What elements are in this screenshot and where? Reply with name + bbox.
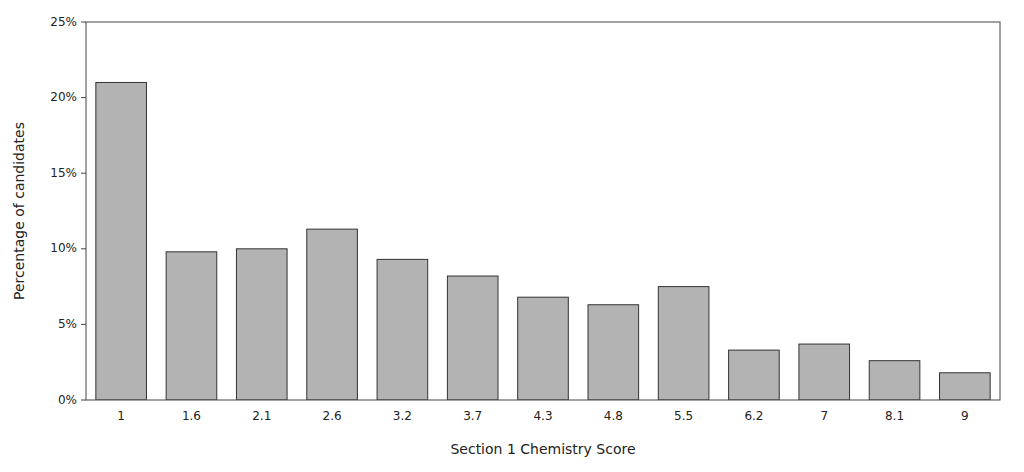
y-tick (81, 324, 86, 325)
x-tick-label: 9 (961, 409, 969, 423)
y-tick (81, 248, 86, 249)
x-tick-label: 2.6 (323, 409, 342, 423)
chart: 0% 5% 10% 15% 20% 25% 1 1.6 2.1 2.6 3.2 3.7 4.3 4.8 5.… (0, 0, 1024, 472)
x-tick-label: 4.8 (604, 409, 623, 423)
chart-container: 0% 5% 10% 15% 20% 25% 1 1.6 2.1 2.6 3.2 3.7 4.3 4.8 5.… (0, 0, 1024, 472)
bar (377, 259, 428, 400)
x-axis: 1 1.6 2.1 2.6 3.2 3.7 4.3 4.8 5.5 6.2 7 8.1 9 (117, 409, 968, 423)
x-tick-label: 6.2 (744, 409, 763, 423)
bar (518, 297, 569, 400)
bar (799, 344, 850, 400)
x-tick-label: 5.5 (674, 409, 693, 423)
x-tick-label: 2.1 (252, 409, 271, 423)
bar (869, 361, 920, 400)
x-tick-label: 1 (117, 409, 125, 423)
y-tick-label: 10% (50, 241, 77, 255)
y-tick-label: 0% (58, 393, 77, 407)
bar (588, 305, 639, 400)
plot-frame (86, 22, 1000, 400)
bars (96, 82, 990, 400)
y-tick (81, 400, 86, 401)
bar (96, 82, 147, 400)
y-tick-label: 20% (50, 90, 77, 104)
y-axis: 0% 5% 10% 15% 20% 25% (50, 15, 86, 407)
bar (236, 249, 287, 400)
x-tick-label: 7 (820, 409, 828, 423)
y-axis-label: Percentage of candidates (11, 122, 27, 300)
bar (307, 229, 358, 400)
y-tick (81, 173, 86, 174)
y-tick-label: 15% (50, 166, 77, 180)
x-axis-label: Section 1 Chemistry Score (450, 441, 635, 457)
bar (447, 276, 498, 400)
x-tick-label: 8.1 (885, 409, 904, 423)
y-tick (81, 97, 86, 98)
bar (166, 252, 217, 400)
x-tick-label: 4.3 (533, 409, 552, 423)
bar (729, 350, 780, 400)
x-tick-label: 1.6 (182, 409, 201, 423)
y-tick-label: 25% (50, 15, 77, 29)
plot-background (86, 22, 1000, 400)
bar (658, 287, 709, 400)
y-tick (81, 22, 86, 23)
x-tick-label: 3.2 (393, 409, 412, 423)
bar (940, 373, 991, 400)
x-tick-label: 3.7 (463, 409, 482, 423)
y-tick-label: 5% (58, 317, 77, 331)
